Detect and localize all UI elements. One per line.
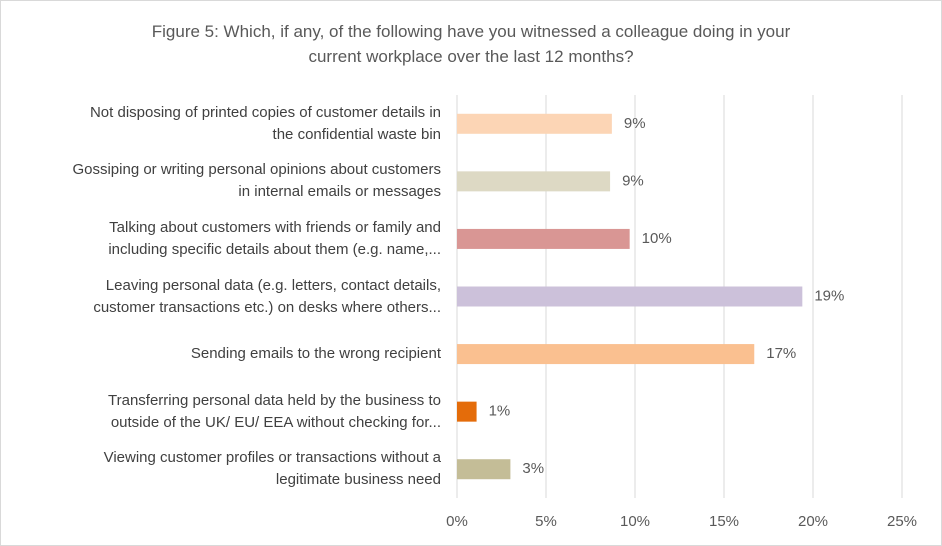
data-label: 17% — [766, 345, 796, 362]
bar — [457, 459, 511, 480]
bar — [457, 171, 611, 192]
x-tick-label: 20% — [798, 513, 828, 530]
data-label: 19% — [814, 287, 844, 304]
category-label: Talking about customers with friends or … — [108, 218, 441, 258]
x-tick-label: 25% — [887, 513, 917, 530]
x-tick-label: 5% — [535, 513, 557, 530]
category-label: Gossiping or writing personal opinions a… — [72, 161, 441, 201]
x-tick-label: 15% — [709, 513, 739, 530]
data-label: 1% — [489, 403, 511, 420]
data-label: 3% — [522, 460, 544, 477]
data-label: 9% — [624, 115, 646, 132]
x-tick-label: 0% — [446, 513, 468, 530]
category-label: Sending emails to the wrong recipient — [190, 345, 441, 363]
data-label: 10% — [642, 230, 672, 247]
category-label: Transferring personal data held by the b… — [108, 391, 441, 431]
bar — [457, 113, 612, 134]
chart-title: Figure 5: Which, if any, of the followin… — [151, 22, 791, 66]
category-label: Viewing customer profiles or transaction… — [103, 449, 441, 489]
category-label: Leaving personal data (e.g. letters, con… — [93, 276, 441, 316]
bar — [457, 286, 803, 307]
bar — [457, 401, 477, 422]
bar — [457, 344, 755, 365]
data-label: 9% — [622, 172, 644, 189]
x-tick-label: 10% — [620, 513, 650, 530]
category-label: Not disposing of printed copies of custo… — [89, 103, 441, 143]
bar — [457, 228, 630, 249]
